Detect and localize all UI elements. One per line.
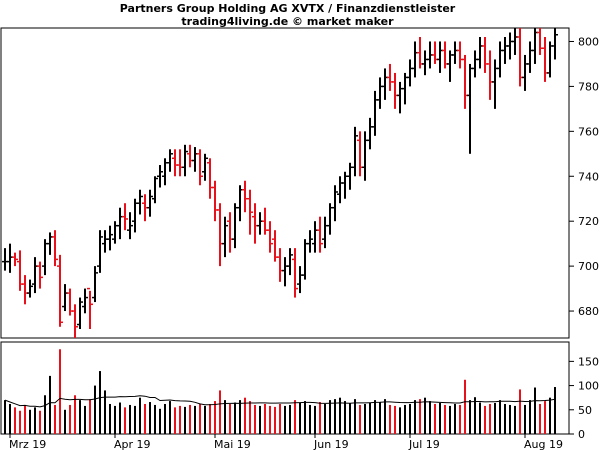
price-tick-label: 700 [578,260,599,273]
chart-title: Partners Group Holding AG XVTX / Finanzd… [119,2,456,15]
volume-tick-label: 50 [578,404,592,417]
price-tick-label: 720 [578,215,599,228]
volume-tick-label: 100 [578,380,599,393]
volume-tick-label: 150 [578,355,599,368]
price-tick-label: 800 [578,35,599,48]
price-panel-frame [0,27,570,339]
x-tick-label: Jun 19 [313,438,349,450]
chart-subtitle: trading4living.de © market maker [181,15,394,28]
x-tick-label: Mrz 19 [9,438,46,450]
x-tick-label: Aug 19 [524,438,563,450]
price-tick-label: 740 [578,170,599,183]
volume-tick-label: 0 [578,428,585,441]
x-tick-label: Jul 19 [408,438,440,450]
volume-average-line [4,395,556,408]
x-tick-label: Apr 19 [114,438,151,450]
price-tick-label: 760 [578,125,599,138]
x-tick-label: Mai 19 [214,438,251,450]
price-tick-label: 680 [578,305,599,318]
price-tick-label: 780 [578,80,599,93]
